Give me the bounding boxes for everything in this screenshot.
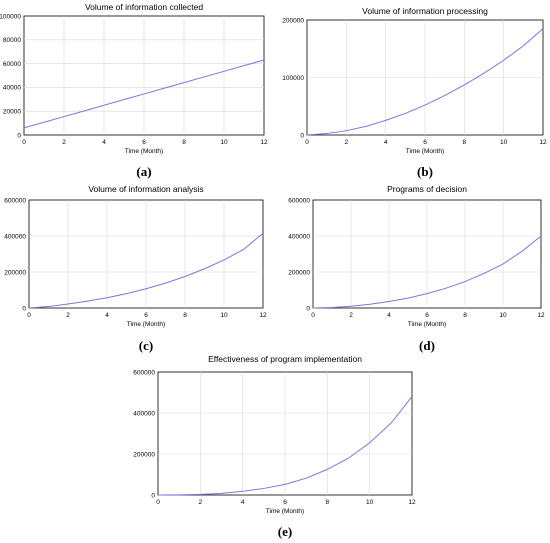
x-tick-label: 10 — [220, 312, 228, 319]
series-line-1 — [23, 59, 265, 129]
x-tick-label: 2 — [349, 312, 353, 319]
y-tick-label: 200000 — [4, 269, 26, 276]
x-tick-label: 2 — [62, 139, 66, 146]
panel-label: (d) — [419, 338, 435, 353]
y-tick-label: 600000 — [133, 369, 155, 376]
x-tick-label: 10 — [500, 139, 508, 146]
chart-panel-3: 0 2 4 6 8 10 12 0 200000 400000 600000 Volume of in… — [4, 184, 267, 353]
x-tick-label: 10 — [499, 312, 507, 319]
x-axis-label: Time (Month) — [125, 148, 163, 155]
x-tick-label: 4 — [387, 312, 391, 319]
panel-label: (a) — [136, 164, 151, 179]
x-tick-label: 6 — [423, 139, 427, 146]
chart-title: Volume of information collected — [85, 2, 203, 12]
y-tick-label: 400000 — [4, 233, 26, 240]
series-line-1 — [157, 396, 413, 496]
chart-panel-4: 0 2 4 6 8 10 12 0 200000 400000 600000 Programs of … — [288, 184, 545, 353]
x-axis-label: Time (Month) — [266, 508, 304, 515]
x-tick-label: 12 — [260, 139, 268, 146]
x-tick-label: 2 — [345, 139, 349, 146]
x-axis-label: Time (Month) — [408, 321, 446, 328]
x-tick-label: 12 — [408, 499, 416, 506]
x-tick-label: 4 — [241, 499, 245, 506]
x-tick-label: 8 — [183, 312, 187, 319]
chart-title: Effectiveness of program implementation — [208, 354, 362, 364]
x-axis-label: Time (Month) — [127, 321, 165, 328]
x-tick-label: 2 — [199, 499, 203, 506]
x-tick-label: 4 — [102, 139, 106, 146]
y-tick-label: 200000 — [133, 451, 155, 458]
series-line-1 — [312, 235, 542, 309]
x-axis-label: Time (Month) — [406, 148, 444, 155]
x-tick-label: 8 — [326, 499, 330, 506]
chart-title: Programs of decision — [387, 184, 467, 194]
y-tick-label: 40000 — [3, 85, 21, 92]
x-tick-label: 12 — [539, 139, 547, 146]
chart-title: Volume of information analysis — [88, 184, 203, 194]
chart-panel-1: 0 2 4 6 8 10 12 0 20000 40000 60000 80000 100000 Volu… — [0, 2, 268, 179]
y-tick-label: 80000 — [3, 37, 21, 44]
x-tick-label: 6 — [283, 499, 287, 506]
y-tick-label: 200000 — [288, 269, 310, 276]
y-tick-label: 100000 — [0, 13, 21, 20]
y-tick-label: 600000 — [4, 197, 26, 204]
y-tick-label: 0 — [306, 305, 310, 312]
y-tick-label: 0 — [22, 305, 26, 312]
x-tick-label: 0 — [305, 139, 309, 146]
x-tick-label: 8 — [463, 312, 467, 319]
y-tick-label: 0 — [151, 492, 155, 499]
x-tick-label: 6 — [425, 312, 429, 319]
chart-panel-2: 0 2 4 6 8 10 12 0 100000 200000 Volume of informat… — [282, 6, 547, 179]
x-tick-label: 0 — [27, 312, 31, 319]
x-tick-label: 8 — [463, 139, 467, 146]
y-tick-label: 0 — [17, 132, 21, 139]
panel-label: (e) — [278, 524, 292, 539]
x-tick-label: 6 — [144, 312, 148, 319]
x-tick-label: 4 — [105, 312, 109, 319]
x-tick-label: 4 — [384, 139, 388, 146]
series-line-1 — [306, 28, 544, 136]
y-tick-label: 100000 — [282, 75, 304, 82]
chart-panel-5: 0 2 4 6 8 10 12 0 200000 400000 600000 Effectivenes… — [133, 354, 416, 539]
y-tick-label: 200000 — [282, 17, 304, 24]
panel-label: (c) — [139, 338, 153, 353]
x-tick-label: 6 — [142, 139, 146, 146]
chart-title: Volume of information processing — [362, 6, 488, 16]
x-tick-label: 0 — [22, 139, 26, 146]
x-tick-label: 0 — [311, 312, 315, 319]
panel-label: (b) — [417, 164, 433, 179]
y-tick-label: 400000 — [133, 410, 155, 417]
series-line-1 — [28, 232, 264, 309]
x-tick-label: 8 — [182, 139, 186, 146]
y-tick-label: 400000 — [288, 233, 310, 240]
x-tick-label: 10 — [366, 499, 374, 506]
x-tick-label: 0 — [156, 499, 160, 506]
y-tick-label: 600000 — [288, 197, 310, 204]
x-tick-label: 12 — [259, 312, 267, 319]
y-tick-label: 60000 — [3, 61, 21, 68]
x-tick-label: 10 — [220, 139, 228, 146]
x-tick-label: 2 — [66, 312, 70, 319]
y-tick-label: 20000 — [3, 109, 21, 116]
y-tick-label: 0 — [300, 132, 304, 139]
x-tick-label: 12 — [537, 312, 545, 319]
